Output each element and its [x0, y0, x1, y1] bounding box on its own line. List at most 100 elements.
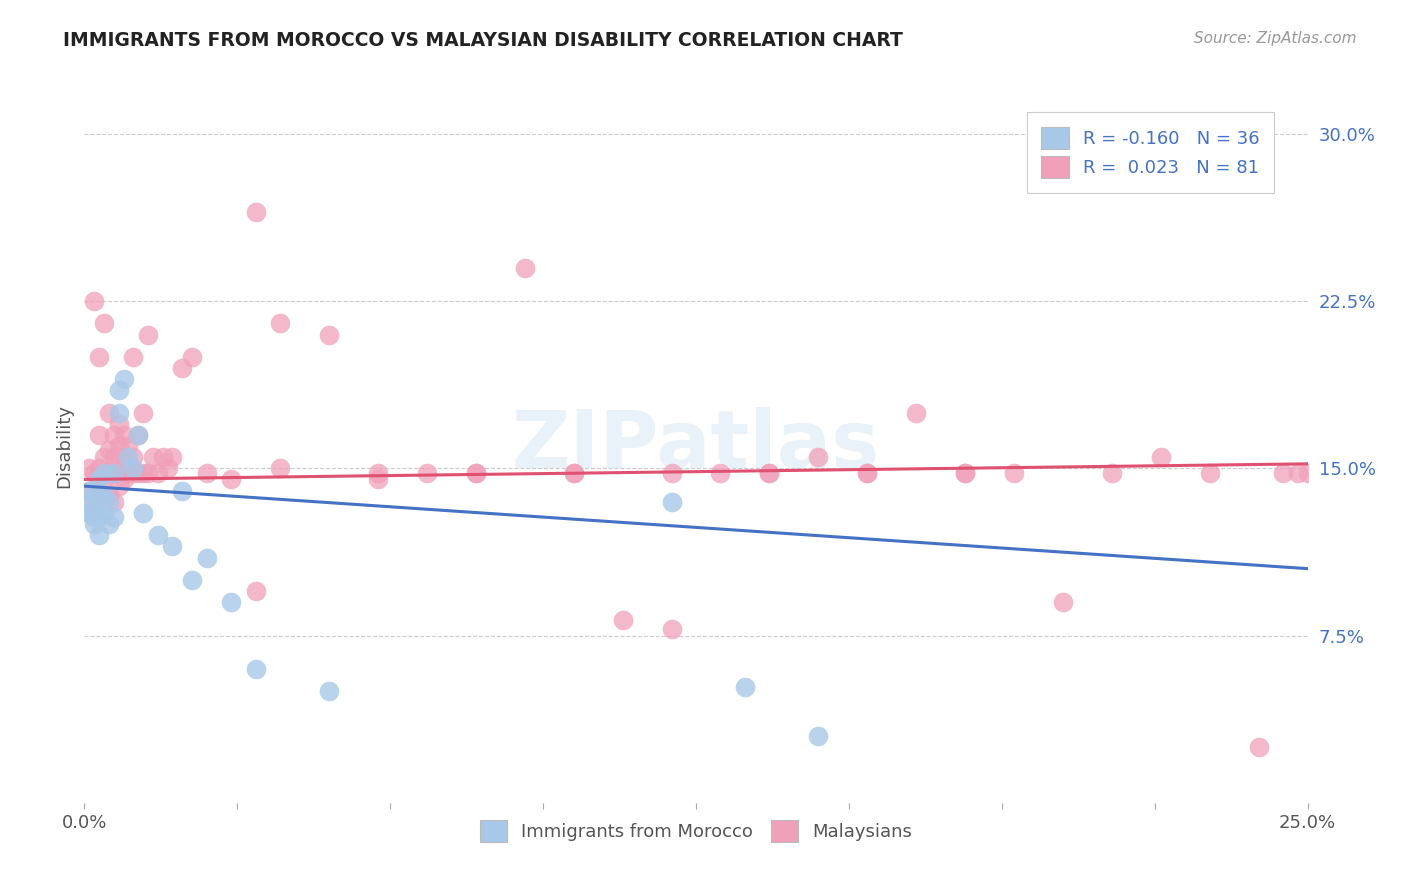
Point — [142, 450, 165, 464]
Point — [856, 466, 879, 480]
Point — [172, 483, 194, 498]
Point — [464, 466, 486, 480]
Point — [83, 516, 105, 531]
Point — [93, 466, 115, 480]
Point — [562, 466, 585, 480]
Point — [245, 662, 267, 676]
Point — [103, 494, 125, 508]
Point — [87, 461, 110, 475]
Point — [245, 583, 267, 598]
Point — [132, 466, 155, 480]
Point — [107, 479, 129, 493]
Point — [661, 622, 683, 636]
Point — [709, 466, 731, 480]
Point — [318, 684, 340, 698]
Point — [661, 466, 683, 480]
Point — [195, 550, 218, 565]
Point — [1150, 450, 1173, 464]
Point — [112, 473, 135, 487]
Point — [905, 405, 928, 419]
Point — [219, 595, 242, 609]
Point — [87, 427, 110, 442]
Point — [245, 204, 267, 219]
Point — [612, 613, 634, 627]
Point — [103, 510, 125, 524]
Point — [661, 494, 683, 508]
Point — [122, 466, 145, 480]
Point — [181, 350, 204, 364]
Point — [127, 427, 149, 442]
Point — [93, 488, 115, 502]
Point — [1198, 466, 1220, 480]
Text: ZIPatlas: ZIPatlas — [512, 407, 880, 485]
Point — [83, 293, 105, 308]
Point — [122, 350, 145, 364]
Legend: Immigrants from Morocco, Malaysians: Immigrants from Morocco, Malaysians — [467, 807, 925, 855]
Point — [807, 729, 830, 743]
Point — [807, 450, 830, 464]
Point — [77, 483, 100, 498]
Point — [162, 450, 184, 464]
Point — [1296, 466, 1319, 480]
Point — [103, 450, 125, 464]
Point — [156, 461, 179, 475]
Point — [83, 510, 105, 524]
Point — [87, 483, 110, 498]
Point — [122, 461, 145, 475]
Point — [513, 260, 536, 275]
Point — [77, 506, 100, 520]
Y-axis label: Disability: Disability — [55, 404, 73, 488]
Text: IMMIGRANTS FROM MOROCCO VS MALAYSIAN DISABILITY CORRELATION CHART: IMMIGRANTS FROM MOROCCO VS MALAYSIAN DIS… — [63, 31, 903, 50]
Point — [93, 316, 115, 330]
Point — [146, 466, 169, 480]
Point — [97, 488, 120, 502]
Point — [97, 494, 120, 508]
Point — [127, 427, 149, 442]
Point — [103, 427, 125, 442]
Point — [93, 473, 115, 487]
Point — [181, 573, 204, 587]
Point — [77, 461, 100, 475]
Point — [1052, 595, 1074, 609]
Point — [132, 405, 155, 419]
Point — [97, 516, 120, 531]
Point — [93, 450, 115, 464]
Point — [107, 384, 129, 398]
Point — [416, 466, 439, 480]
Point — [146, 528, 169, 542]
Point — [1002, 466, 1025, 480]
Point — [103, 466, 125, 480]
Point — [122, 450, 145, 464]
Point — [93, 506, 115, 520]
Point — [172, 360, 194, 375]
Point — [953, 466, 976, 480]
Point — [464, 466, 486, 480]
Point — [269, 316, 291, 330]
Point — [269, 461, 291, 475]
Point — [195, 466, 218, 480]
Point — [107, 405, 129, 419]
Point — [758, 466, 780, 480]
Point — [97, 466, 120, 480]
Point — [117, 439, 139, 453]
Point — [83, 466, 105, 480]
Point — [87, 528, 110, 542]
Point — [97, 405, 120, 419]
Point — [87, 350, 110, 364]
Point — [132, 506, 155, 520]
Point — [136, 327, 159, 342]
Point — [318, 327, 340, 342]
Point — [117, 466, 139, 480]
Text: Source: ZipAtlas.com: Source: ZipAtlas.com — [1194, 31, 1357, 46]
Point — [83, 494, 105, 508]
Point — [112, 450, 135, 464]
Point — [1247, 740, 1270, 755]
Point — [856, 466, 879, 480]
Point — [77, 483, 100, 498]
Point — [152, 450, 174, 464]
Point — [758, 466, 780, 480]
Point — [112, 427, 135, 442]
Point — [367, 473, 389, 487]
Point — [87, 488, 110, 502]
Point — [77, 494, 100, 508]
